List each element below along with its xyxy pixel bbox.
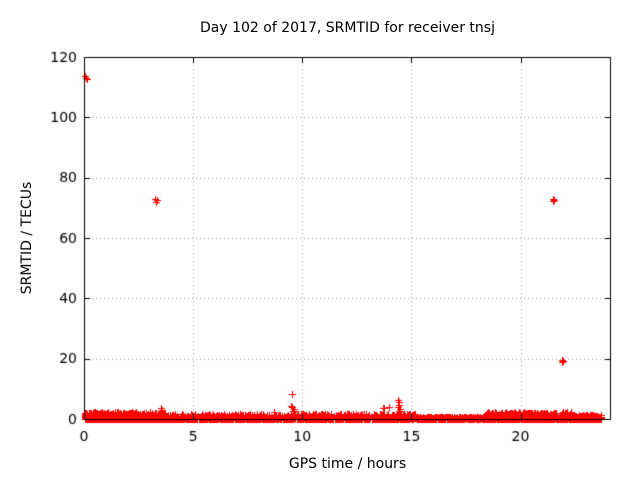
chart-title: Day 102 of 2017, SRMTID for receiver tns… bbox=[200, 20, 495, 36]
y-axis-label: SRMTID / TECUs bbox=[19, 181, 35, 295]
x-axis-label: GPS time / hours bbox=[288, 456, 407, 472]
